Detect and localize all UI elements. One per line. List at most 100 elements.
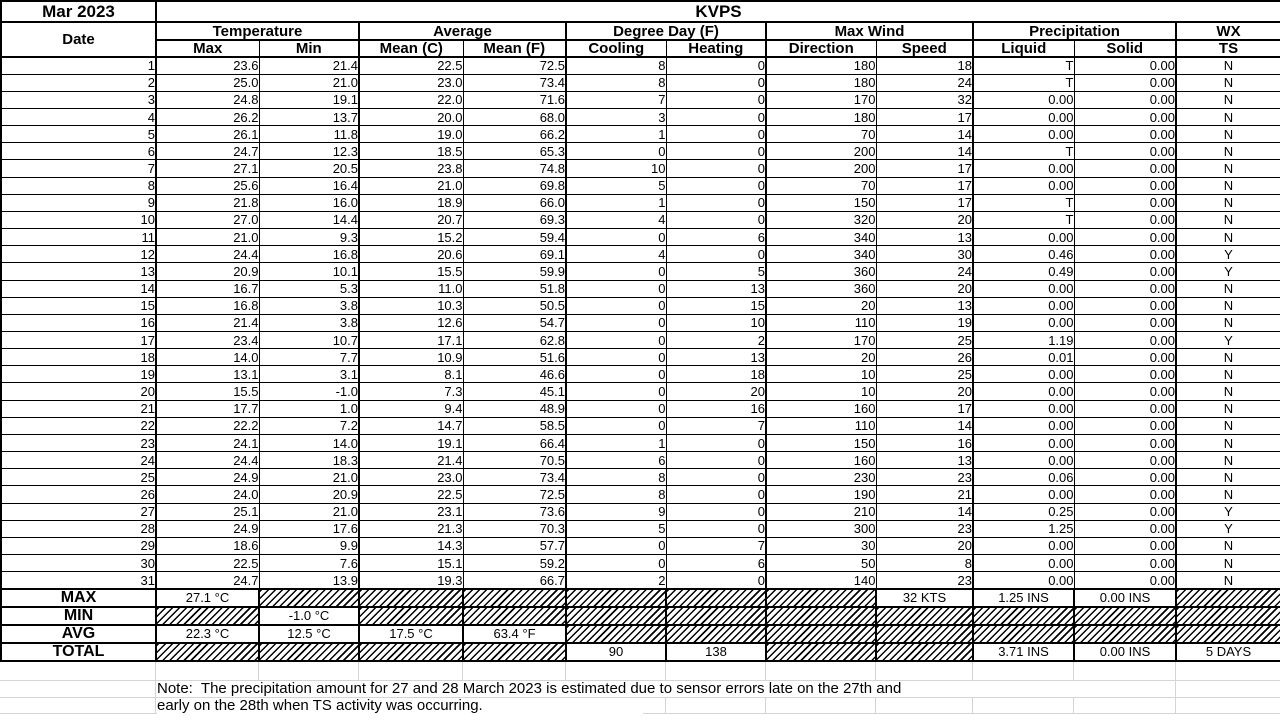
title-row: Mar 2023 KVPS [0,0,1280,23]
data-cell: 0.00 [1073,313,1177,333]
data-cell: 4 [565,245,667,264]
data-cell: 9.3 [258,228,360,247]
date-cell: 9 [0,193,157,212]
data-cell: 66.4 [462,433,567,453]
table-row: 3 24.8 19.1 22.0 71.6 7 0 170 32 0.00 0.00 N [0,90,1280,109]
data-cell: 24.0 [155,485,260,504]
data-cell: 0.00 [1073,536,1177,556]
hatched-cell [565,587,667,608]
data-cell: 25.1 [155,502,260,521]
date-cell: 12 [0,245,157,264]
hatched-cell [565,605,667,626]
data-cell: 21.4 [155,313,260,333]
data-cell: 23.6 [155,56,260,75]
table-row: 20 15.5 -1.0 7.3 45.1 0 20 10 20 0.00 0.00 N [0,382,1280,401]
data-cell: 150 [765,193,877,212]
summary-avg-mean-f: 63.4 °F [462,623,567,644]
data-cell: 10.7 [258,330,360,350]
table-row: 22 22.2 7.2 14.7 58.5 0 7 110 14 0.00 0.00 N [0,416,1280,435]
data-cell: 21.0 [155,228,260,247]
hatched-cell [462,587,567,608]
spreadsheet-grid-area: Note: The precipitation amount for 27 an… [0,661,1280,714]
data-cell: N [1175,348,1280,367]
data-cell: 25 [875,365,974,384]
data-cell: 13 [875,296,974,315]
data-cell: 16.8 [155,296,260,315]
data-cell: 23.0 [358,468,464,487]
data-cell: 16 [665,399,767,418]
data-cell: 0 [665,571,767,590]
table-row: 10 27.0 14.4 20.7 69.3 4 0 320 20 T 0.00 N [0,210,1280,230]
hatched-cell [155,605,260,626]
data-cell: 0.00 [1073,279,1177,298]
data-cell: 20.6 [358,245,464,264]
data-cell: Y [1175,330,1280,350]
group-max-wind: Max Wind [765,21,974,41]
data-cell: N [1175,279,1280,298]
data-cell: 0.00 [1073,210,1177,230]
group-temperature: Temperature [155,21,360,41]
data-cell: N [1175,536,1280,556]
date-cell: 13 [0,262,157,281]
hatched-cell [358,605,464,626]
date-cell: 23 [0,433,157,453]
data-cell: 0.00 [1073,245,1177,264]
data-cell: 70 [765,176,877,195]
data-cell: 21.3 [358,519,464,538]
col-liquid: Liquid [972,39,1075,58]
group-precipitation: Precipitation [972,21,1177,41]
data-cell: Y [1175,519,1280,538]
date-cell: 26 [0,485,157,504]
data-cell: 51.8 [462,279,567,298]
data-cell: 5 [565,519,667,538]
table-row: 28 24.9 17.6 21.3 70.3 5 0 300 23 1.25 0.00 Y [0,519,1280,538]
data-cell: 1.25 [972,519,1075,538]
date-cell: 28 [0,519,157,538]
data-cell: 26.2 [155,107,260,127]
data-cell: 23.0 [358,73,464,92]
date-cell: 30 [0,554,157,573]
col-ts: TS [1175,39,1280,58]
data-cell: 0 [565,348,667,367]
data-cell: 0 [565,296,667,315]
data-cell: 17.1 [358,330,464,350]
data-cell: 0 [665,485,767,504]
data-cell: 10 [765,365,877,384]
data-cell: 24.9 [155,468,260,487]
data-cell: 8 [565,73,667,92]
data-cell: 180 [765,56,877,75]
data-cell: 13 [665,348,767,367]
data-cell: 21 [875,485,974,504]
data-cell: 13 [665,279,767,298]
data-cell: 66.0 [462,193,567,212]
hatched-cell [1175,623,1280,644]
data-cell: 0.00 [1073,296,1177,315]
data-cell: 16.0 [258,193,360,212]
data-cell: T [972,193,1075,212]
col-heating: Heating [665,39,767,58]
data-cell: 5 [565,176,667,195]
data-cell: 0.00 [1073,56,1177,75]
data-cell: 0.00 [1073,193,1177,212]
hatched-cell [1175,605,1280,626]
hatched-cell [765,623,877,644]
data-cell: 19.0 [358,125,464,144]
date-cell: 7 [0,159,157,178]
data-cell: 15 [665,296,767,315]
table-row: 16 21.4 3.8 12.6 54.7 0 10 110 19 0.00 0.00 N [0,313,1280,333]
summary-total-liquid: 3.71 INS [972,641,1075,662]
summary-label: TOTAL [0,641,157,662]
table-row: 18 14.0 7.7 10.9 51.6 0 13 20 26 0.01 0.00 N [0,348,1280,367]
hatched-cell [765,641,877,662]
table-row: 6 24.7 12.3 18.5 65.3 0 0 200 14 T 0.00 N [0,142,1280,161]
data-cell: 0.00 [972,416,1075,435]
data-cell: 320 [765,210,877,230]
data-cell: 22.2 [155,416,260,435]
data-cell: 0.00 [972,176,1075,195]
data-cell: 340 [765,228,877,247]
date-column-header: Date [0,21,157,58]
data-cell: 8 [565,468,667,487]
data-cell: 68.0 [462,107,567,127]
table-row: 4 26.2 13.7 20.0 68.0 3 0 180 17 0.00 0.00 N [0,107,1280,127]
data-cell: 25.0 [155,73,260,92]
